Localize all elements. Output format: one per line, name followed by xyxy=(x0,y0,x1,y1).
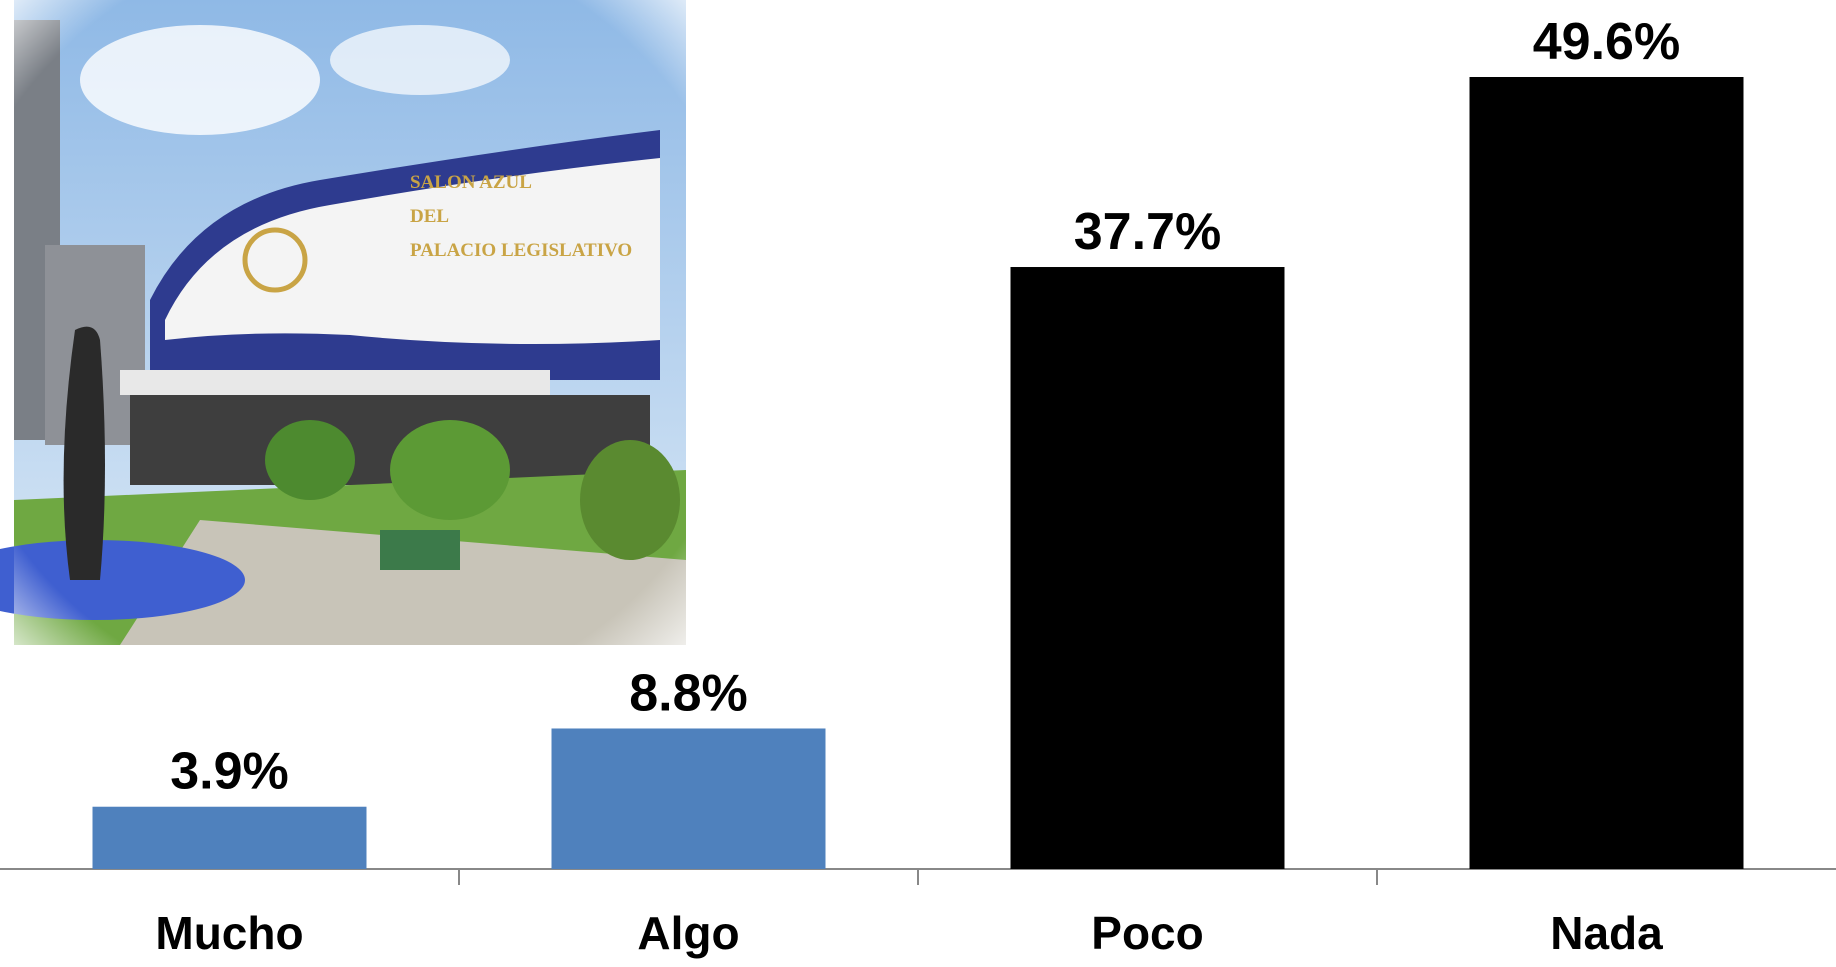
value-label: 37.7% xyxy=(1074,203,1221,261)
bar xyxy=(92,806,367,869)
photo-sign: SALON AZUL xyxy=(410,172,532,193)
value-label: 49.6% xyxy=(1533,13,1680,71)
photo-sign: PALACIO LEGISLATIVO xyxy=(410,240,632,261)
x-tick-label: Poco xyxy=(1091,907,1203,959)
bar xyxy=(551,728,826,869)
photo-sign: DEL xyxy=(410,206,449,227)
bar xyxy=(1469,77,1744,869)
x-tick-label: Mucho xyxy=(155,907,303,959)
x-tick-label: Nada xyxy=(1550,907,1663,959)
photo: SALON AZUL DEL PALACIO LEGISLATIVO xyxy=(0,0,686,645)
value-label: 8.8% xyxy=(629,664,748,722)
value-label: 3.9% xyxy=(170,743,289,801)
x-tick-label: Algo xyxy=(637,907,739,959)
bar xyxy=(1010,267,1285,870)
